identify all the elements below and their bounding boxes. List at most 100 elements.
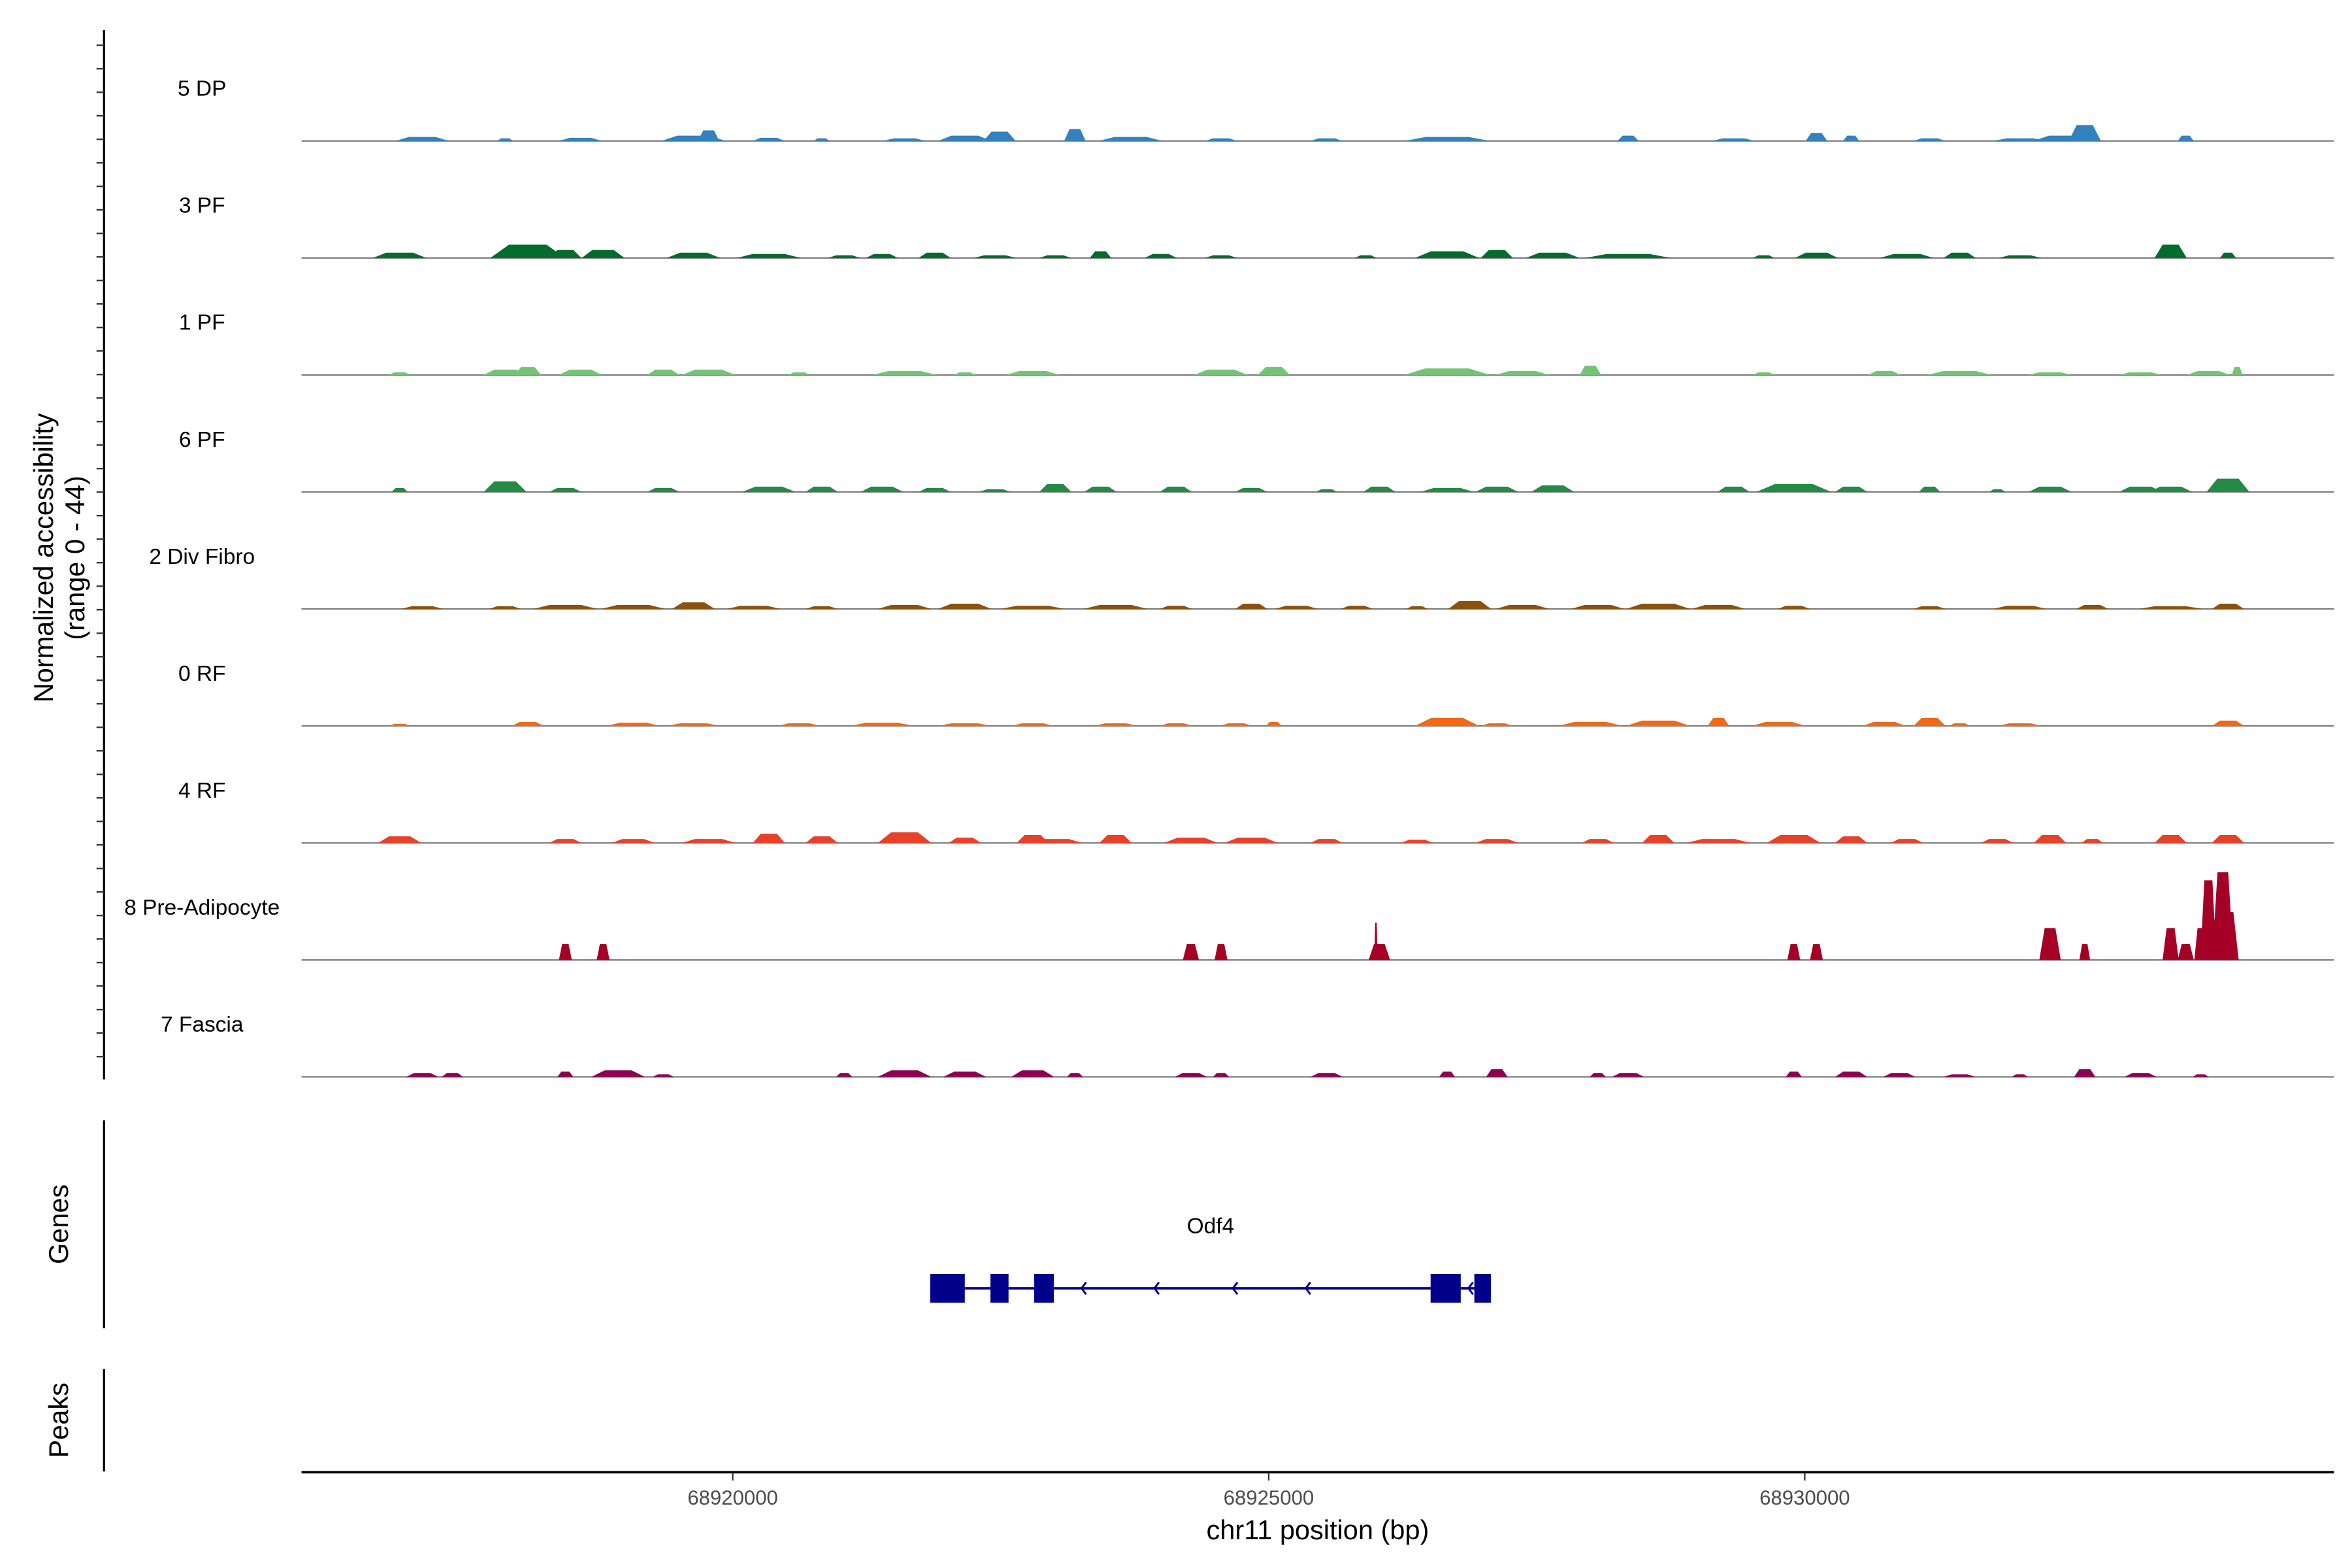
coverage-peak [872, 370, 937, 375]
coverage-peak [1448, 600, 1492, 610]
coverage-peak [1993, 606, 2047, 610]
coverage-peak [1786, 1071, 1802, 1077]
track-label: 8 Pre-Adipocyte [124, 896, 280, 920]
coverage-peak [1891, 839, 1923, 843]
coverage-peak [2074, 1069, 2096, 1077]
coverage-peak [1310, 839, 1343, 843]
coverage-peak [753, 834, 785, 843]
coverage-peak [1691, 604, 1746, 610]
coverage-peak [1753, 255, 1774, 258]
x-axis-ticks: 68920000 68925000 68930000 [687, 1473, 1850, 1509]
coverage-peak [1213, 1073, 1230, 1077]
coverage-peak [1843, 135, 1859, 141]
x-tick-label: 68925000 [1224, 1486, 1315, 1509]
coverage-peak [943, 1071, 987, 1077]
coverage-peak [372, 252, 427, 258]
coverage-peak [806, 606, 838, 610]
coverage-peak [596, 943, 610, 960]
coverage-peak [1160, 606, 1192, 610]
coverage-peak [1949, 723, 1970, 727]
coverage-peak [1943, 1074, 1976, 1077]
coverage-peak [497, 138, 514, 141]
coverage-peak [860, 486, 904, 492]
coverage-peak [1220, 723, 1252, 727]
coverage-peak [612, 839, 655, 843]
coverage-peak [652, 1074, 674, 1077]
coverage-peak [919, 252, 951, 258]
coverage-peak [2028, 486, 2072, 492]
coverage-peak [1753, 372, 1774, 375]
coverage-peak [533, 604, 598, 610]
coverage-peak [2212, 721, 2244, 727]
coverage-peak [2119, 372, 2163, 375]
coverage-y-axis [96, 30, 105, 1080]
track-5-dp: 5 DP [178, 77, 2334, 142]
coverage-peak [1160, 723, 1192, 727]
coverage-peak [1526, 252, 1580, 258]
coverage-peak [1235, 487, 1267, 492]
x-axis-title: chr11 position (bp) [1207, 1514, 1429, 1545]
coverage-peak [1835, 1071, 1868, 1077]
coverage-peak [606, 723, 661, 727]
coverage-peak [2212, 835, 2244, 843]
x-tick-label: 68930000 [1759, 1486, 1850, 1509]
coverage-peak [1420, 487, 1474, 492]
coverage-peak [1439, 1071, 1456, 1077]
coverage-peak [2012, 1074, 2029, 1077]
coverage-peak [666, 252, 721, 258]
coverage-peak [1005, 370, 1060, 375]
coverage-peak [1868, 370, 1901, 375]
coverage-peak [2163, 928, 2179, 960]
track-7-fascia: 7 Fascia [161, 1013, 2334, 1078]
coverage-peak [483, 481, 527, 492]
coverage-peak [559, 369, 602, 375]
track-label: 1 PF [179, 311, 225, 335]
coverage-peak [549, 839, 581, 843]
coverage-peak [1090, 251, 1111, 258]
coverage-peak [442, 1073, 463, 1077]
coverage-peak [1642, 835, 1674, 843]
coverage-peak [681, 839, 736, 843]
coverage-peak [849, 723, 915, 727]
coverage-peak [836, 1073, 853, 1077]
coverage-peak [1039, 255, 1071, 258]
track-label: 7 Fascia [161, 1013, 244, 1037]
coverage-peak [514, 367, 542, 375]
coverage-peak [1404, 137, 1490, 141]
coverage-peak [1066, 1073, 1083, 1077]
coverage-peak [806, 486, 838, 492]
coverage-peak [919, 487, 951, 492]
coverage-peak [549, 250, 581, 258]
coverage-peak [1145, 253, 1177, 258]
coverage-peak [490, 244, 566, 258]
coverage-peak [1778, 606, 1810, 610]
peaks-panel-label: Peaks [43, 1382, 74, 1458]
coverage-peak [512, 722, 544, 727]
coverage-peak [1215, 943, 1228, 960]
coverage-peak [1612, 1073, 1644, 1077]
coverage-peak [1880, 253, 1934, 258]
coverage-peak [1883, 1073, 1916, 1077]
gene-exon [1034, 1274, 1054, 1303]
coverage-peak [938, 135, 992, 141]
strand-arrow-icon [1304, 1281, 1311, 1296]
coverage-peak [1943, 252, 1976, 258]
coverage-peak [2039, 928, 2061, 960]
coverage-peak [2178, 135, 2194, 141]
coverage-peak [1913, 606, 1946, 610]
coverage-peak [1989, 489, 2006, 492]
coverage-peak [1160, 486, 1192, 492]
coverage-peak [672, 602, 715, 610]
strand-arrow-icon [1232, 1281, 1239, 1296]
track-label: 0 RF [178, 662, 226, 686]
coverage-peak [806, 836, 838, 843]
coverage-peak [1579, 365, 1601, 375]
coverage-peak [2178, 943, 2194, 960]
strand-arrow-icon [1153, 1281, 1160, 1296]
coverage-peak [1495, 604, 1550, 610]
coverage-peak [559, 943, 572, 960]
coverage-peak [1767, 835, 1821, 843]
gene-exon [1474, 1274, 1491, 1303]
track-0-rf: 0 RF [178, 662, 2334, 727]
coverage-peak [1756, 483, 1832, 492]
